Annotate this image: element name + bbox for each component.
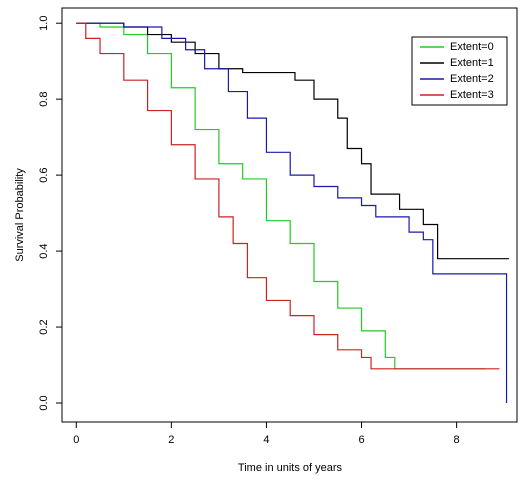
plot-frame bbox=[61, 7, 518, 423]
y-tick-label: 0.8 bbox=[38, 92, 50, 107]
legend-box bbox=[411, 36, 508, 106]
y-axis-label: Survival Probability bbox=[14, 168, 26, 262]
y-tick-label: 0.2 bbox=[38, 319, 50, 334]
legend-label: Extent=1 bbox=[450, 57, 494, 69]
legend-label: Extent=3 bbox=[450, 89, 494, 101]
x-tick-label: 6 bbox=[358, 434, 364, 446]
y-tick-label: 0.4 bbox=[38, 243, 50, 258]
survival-line bbox=[76, 22, 508, 404]
y-tick-label: 0.0 bbox=[38, 395, 50, 410]
legend-label: Extent=2 bbox=[450, 73, 494, 85]
y-tick-label: 0.6 bbox=[38, 167, 50, 182]
legend-label: Extent=0 bbox=[450, 41, 494, 53]
x-tick-label: 8 bbox=[454, 434, 460, 446]
x-tick-label: 0 bbox=[73, 434, 79, 446]
survival-line bbox=[76, 22, 500, 370]
x-tick-label: 2 bbox=[168, 434, 174, 446]
y-tick-label: 1.0 bbox=[38, 16, 50, 31]
survival-line bbox=[76, 22, 486, 370]
survival-line bbox=[76, 22, 509, 260]
x-tick-label: 4 bbox=[263, 434, 269, 446]
x-axis-label: Time in units of years bbox=[238, 462, 343, 474]
